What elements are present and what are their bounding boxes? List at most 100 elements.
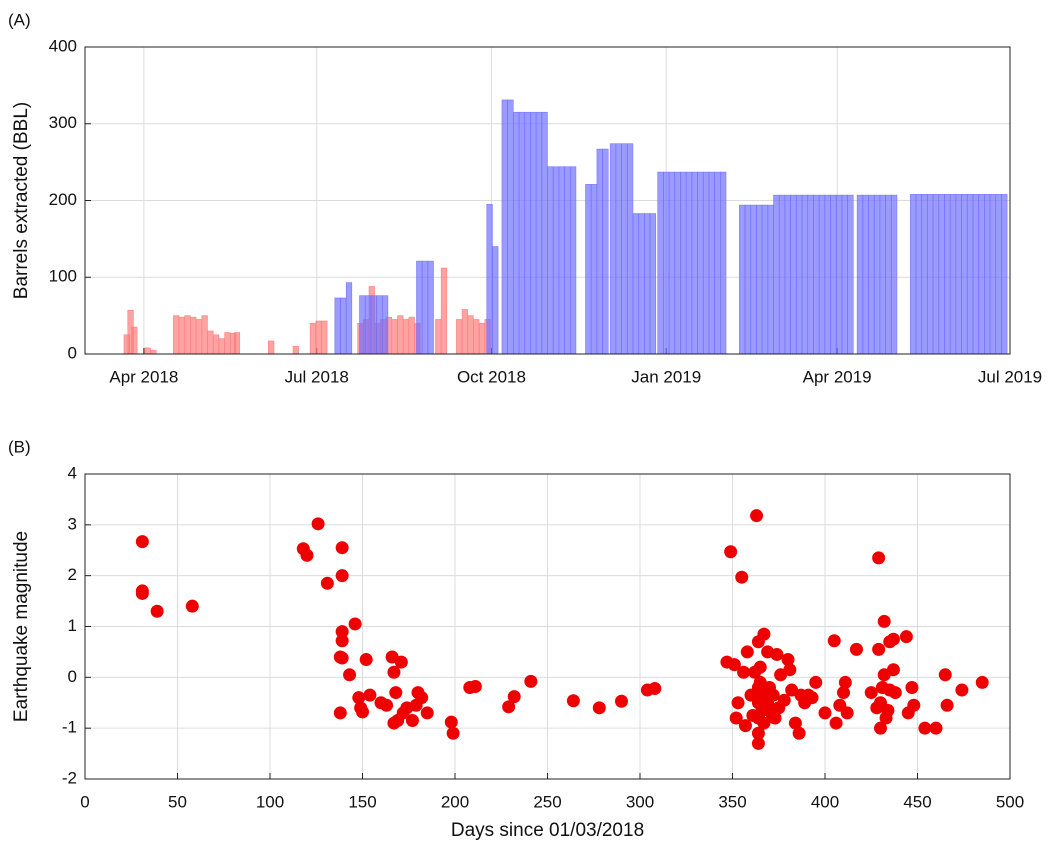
point (444, 715, 458, 729)
y-tick-label: 3 (68, 514, 77, 533)
point (135, 535, 149, 549)
bar (921, 194, 928, 355)
point (320, 576, 334, 590)
point (507, 690, 521, 704)
y-tick-label: 1 (68, 616, 77, 635)
bar (518, 111, 525, 355)
bar (224, 332, 231, 355)
bar (1001, 194, 1008, 355)
bar (955, 194, 962, 355)
point (468, 679, 482, 693)
bar (761, 204, 769, 355)
bar (421, 260, 429, 355)
bar (391, 319, 398, 355)
bar (467, 315, 474, 355)
bar (201, 315, 208, 355)
point (770, 647, 784, 661)
bar (885, 194, 892, 355)
bar (408, 316, 415, 355)
point (738, 719, 752, 733)
point (918, 721, 932, 735)
point (838, 675, 852, 689)
bar (435, 319, 442, 355)
bar (627, 143, 634, 355)
bar (309, 322, 317, 355)
bar (915, 194, 922, 355)
point (751, 736, 765, 750)
bar (835, 194, 843, 355)
bar (767, 204, 774, 355)
y-tick-label: 0 (68, 667, 77, 686)
bar (547, 166, 554, 355)
bar (570, 166, 577, 355)
bar (513, 111, 520, 355)
point (735, 570, 749, 584)
bar (402, 319, 410, 355)
bar (558, 166, 565, 355)
point (185, 599, 199, 613)
x-tick-label: 50 (168, 792, 187, 811)
x-tick-label: 250 (533, 792, 561, 811)
point (335, 541, 349, 555)
point (394, 655, 408, 669)
bar (632, 213, 639, 355)
bar (596, 148, 603, 355)
point (740, 645, 754, 659)
bar (944, 194, 951, 355)
bar (397, 315, 404, 355)
bar (984, 194, 991, 355)
point (929, 721, 943, 735)
y-tick-label: -2 (62, 768, 77, 787)
point (335, 634, 349, 648)
x-tick-label: 100 (256, 792, 284, 811)
bar (440, 267, 448, 355)
bar (564, 166, 571, 355)
bar (972, 194, 979, 355)
point (524, 674, 538, 688)
bar (818, 194, 826, 355)
bar (478, 322, 486, 355)
x-axis-label: Days since 01/03/2018 (451, 820, 644, 841)
bar (891, 194, 898, 355)
point (777, 693, 791, 707)
bar (501, 99, 508, 355)
bar (668, 171, 676, 355)
point (907, 698, 921, 712)
bar (541, 111, 548, 355)
point (886, 632, 900, 646)
bar (778, 194, 786, 355)
bar (638, 213, 645, 355)
bar (212, 334, 220, 355)
bar (524, 111, 531, 355)
bar (720, 171, 727, 355)
point (840, 706, 854, 720)
bar (674, 171, 681, 355)
bar (649, 213, 657, 355)
point (363, 688, 377, 702)
point (864, 686, 878, 700)
bar (978, 194, 985, 355)
bar (697, 171, 704, 355)
bar (644, 213, 651, 355)
bar (150, 349, 157, 355)
point (135, 586, 149, 600)
point (877, 614, 891, 628)
bar (492, 246, 499, 355)
point (356, 705, 369, 719)
bar (744, 204, 751, 355)
bar (552, 166, 560, 355)
bar (856, 194, 864, 355)
bar (873, 194, 881, 355)
bar (862, 194, 869, 355)
point (335, 569, 349, 583)
bar (739, 204, 746, 355)
bar (321, 320, 328, 355)
x-tick-label: Apr 2018 (109, 367, 178, 386)
bar (801, 194, 808, 355)
bar (615, 143, 622, 355)
bar (927, 194, 934, 355)
point (766, 688, 780, 702)
bar (131, 326, 138, 355)
